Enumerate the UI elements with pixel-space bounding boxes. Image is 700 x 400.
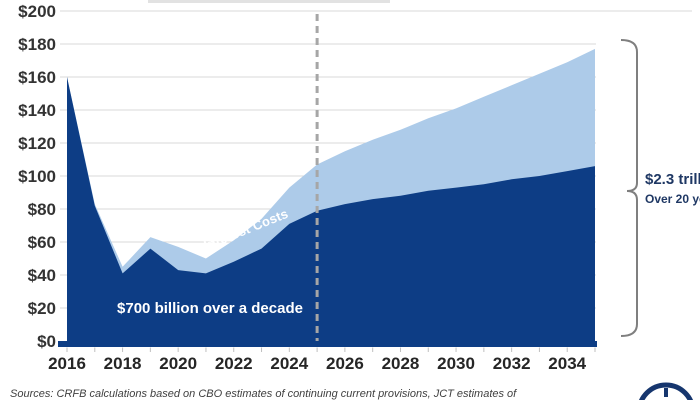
y-axis-label: $100 [18,167,56,186]
x-axis-label: 2018 [104,354,142,373]
y-axis-label: $140 [18,101,56,120]
x-axis-label: 2024 [270,354,308,373]
y-axis-label: $120 [18,134,56,153]
x-axis-label: 2022 [215,354,253,373]
y-axis-label: $40 [28,266,56,285]
x-axis-label: 2026 [326,354,364,373]
x-axis-label: 2034 [548,354,586,373]
source-citation: Sources: CRFB calculations based on CBO … [10,388,517,400]
y-axis-label: $200 [18,2,56,21]
x-axis-label: 2028 [382,354,420,373]
x-axis-label: 2016 [48,354,86,373]
y-axis-label: $20 [28,299,56,318]
bracket-period-label: Over 20 years [645,192,700,206]
x-axis-label: 2032 [493,354,531,373]
x-axis-label: 2020 [159,354,197,373]
bracket-total-label: $2.3 trillion [645,171,700,188]
twenty-year-bracket [620,39,638,337]
y-axis-label: $80 [28,200,56,219]
y-axis-label: $180 [18,35,56,54]
x-axis-label: 2030 [437,354,475,373]
primary-costs-area [67,77,595,341]
y-axis-label: $0 [37,332,56,351]
clipped-subtitle-remnant [148,0,390,3]
decade-cost-label: $700 billion over a decade [117,300,303,317]
y-axis-label: $60 [28,233,56,252]
y-axis-label: $160 [18,68,56,87]
